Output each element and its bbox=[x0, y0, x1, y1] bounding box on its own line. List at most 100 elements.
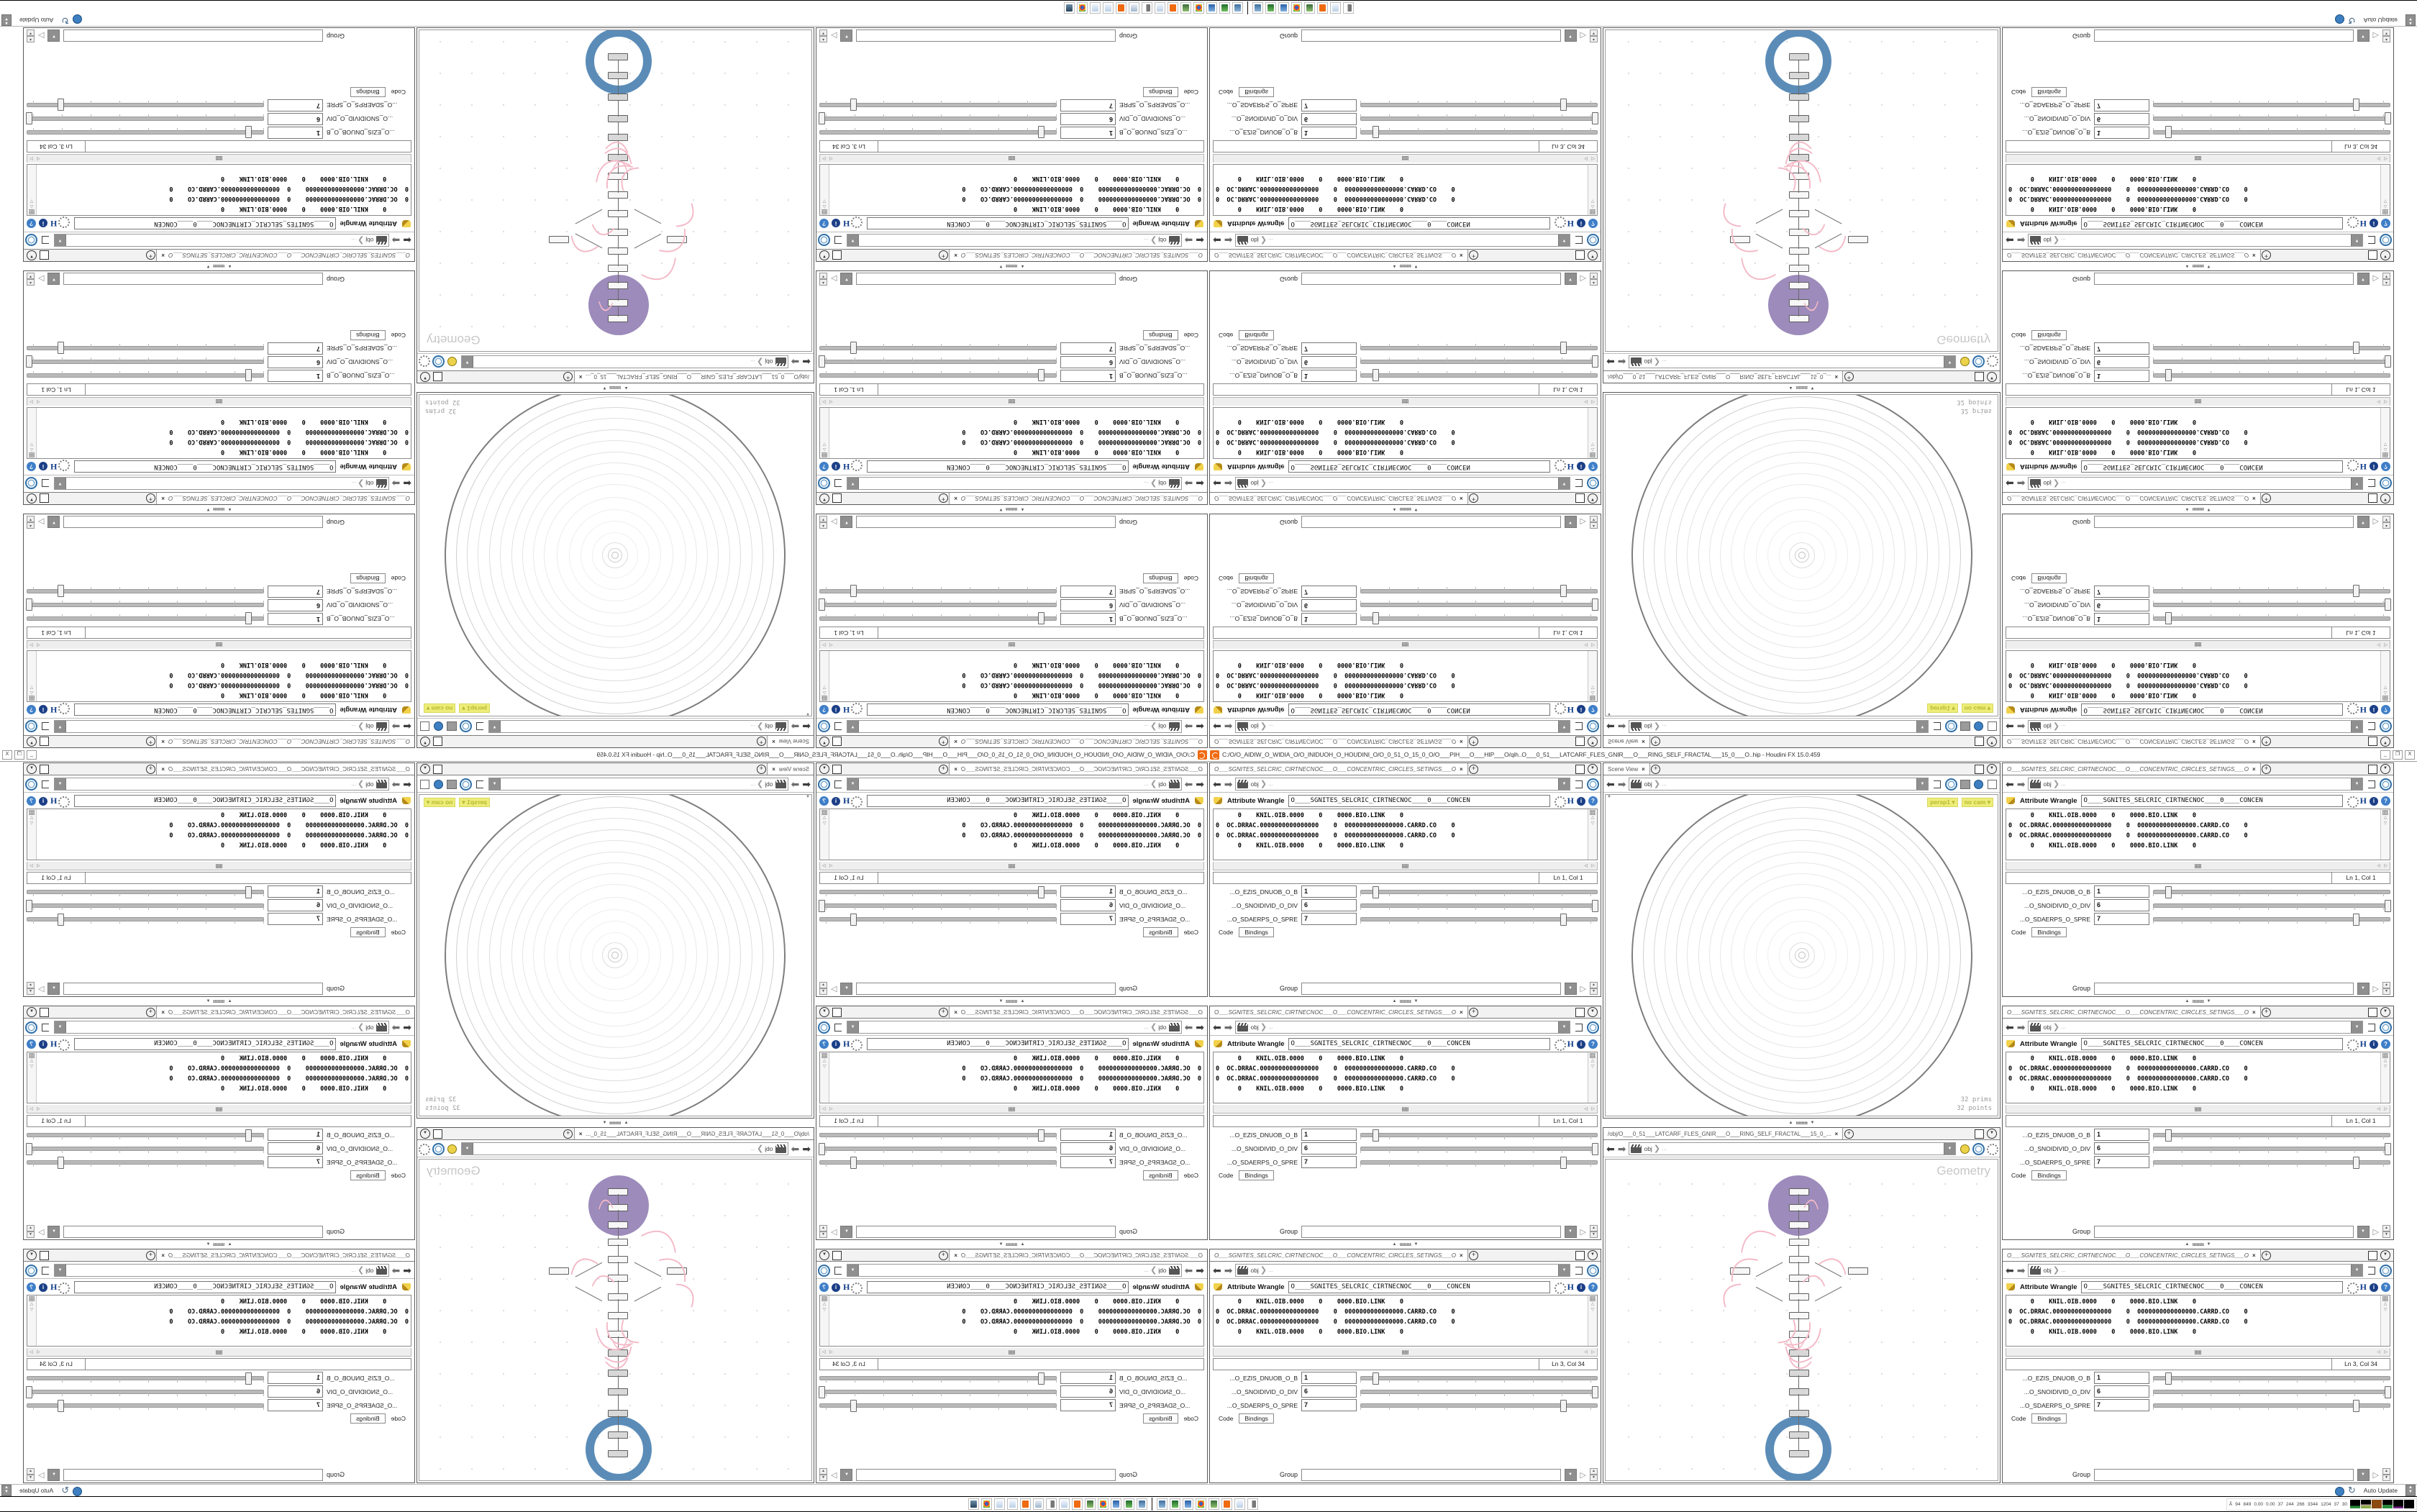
back-arrow-icon[interactable]: ⬅ bbox=[1196, 778, 1204, 790]
close-icon[interactable]: × bbox=[161, 1008, 165, 1016]
scroll-right-icon[interactable]: ▷ bbox=[1591, 1350, 1595, 1354]
info-icon[interactable]: i bbox=[2370, 705, 2378, 714]
notepad-icon[interactable] bbox=[1058, 1498, 1070, 1510]
network-node[interactable] bbox=[549, 236, 569, 243]
chevron-down-icon[interactable]: ▼ bbox=[47, 1225, 60, 1238]
maximize-pane-icon[interactable] bbox=[1975, 737, 1984, 747]
code-hscrollbar[interactable]: ◁ ▷ bbox=[27, 640, 411, 649]
cursor-pick-icon[interactable]: ▷ bbox=[831, 1227, 837, 1237]
code-editor[interactable]: 0 KNIL.OIB.0000 0 0000.BIO.LINK 0 0 OC.D… bbox=[2006, 650, 2390, 702]
parameter-value-input[interactable]: 7 bbox=[268, 1156, 323, 1168]
houdini-h-icon[interactable]: H bbox=[50, 1039, 58, 1049]
scroll-left-icon[interactable]: ◁ bbox=[829, 1107, 833, 1111]
code-hscrollbar[interactable]: ◁ ▷ bbox=[2006, 397, 2390, 406]
code-hscrollbar[interactable]: ◁ ▷ bbox=[2006, 640, 2390, 649]
path-input[interactable]: obj ❯... ▼ bbox=[54, 1020, 389, 1034]
group-input[interactable] bbox=[2094, 516, 2354, 529]
pin-icon[interactable] bbox=[833, 478, 844, 489]
gear-icon[interactable] bbox=[1554, 1282, 1566, 1294]
network-node[interactable] bbox=[608, 1450, 628, 1457]
help-icon[interactable]: ? bbox=[27, 462, 36, 471]
scroll-up-icon[interactable]: ▲ bbox=[2382, 1468, 2390, 1475]
add-tab-button[interactable]: + bbox=[145, 1249, 157, 1261]
code-editor[interactable]: 0 KNIL.OIB.0000 0 0000.BIO.LINK 0 0 OC.D… bbox=[2006, 407, 2390, 459]
info-icon[interactable]: i bbox=[2370, 462, 2378, 471]
maximize-pane-icon[interactable] bbox=[1575, 493, 1585, 504]
chevron-down-icon[interactable]: ▼ bbox=[1558, 478, 1570, 490]
chrome-icon[interactable] bbox=[1195, 1498, 1206, 1510]
splitter-up-icon[interactable]: ▲ bbox=[1020, 264, 1025, 268]
close-icon[interactable]: × bbox=[1459, 1008, 1463, 1016]
chevron-down-icon[interactable]: ▼ bbox=[840, 29, 853, 42]
splitter-up-icon[interactable]: ▲ bbox=[1392, 507, 1397, 511]
tab-code[interactable]: Code bbox=[391, 1415, 406, 1422]
pane-tab[interactable]: O___SGNITES_SELCRIC_CIRTNECNOC___O___CON… bbox=[1210, 250, 1468, 261]
scroll-up-icon[interactable]: △ bbox=[822, 816, 827, 820]
network-editor-canvas[interactable]: Geometry bbox=[1605, 1159, 1998, 1481]
add-tab-button[interactable]: + bbox=[2260, 493, 2272, 504]
param-slider[interactable] bbox=[819, 99, 1057, 111]
back-arrow-icon[interactable]: ⬅ bbox=[802, 1142, 811, 1155]
houdini-h-icon[interactable]: H bbox=[2359, 462, 2367, 472]
gear-icon[interactable] bbox=[2347, 460, 2359, 472]
parameter-value-input[interactable]: 1 bbox=[268, 127, 323, 139]
param-slider[interactable] bbox=[819, 369, 1057, 381]
code-scrollbar[interactable]: △ ▽ bbox=[27, 165, 37, 215]
network-node[interactable] bbox=[1730, 1267, 1750, 1275]
code-scrollbar[interactable]: △ ▽ bbox=[1588, 651, 1597, 701]
help-icon[interactable]: ? bbox=[1588, 219, 1598, 228]
param-slider[interactable] bbox=[818, 112, 1057, 124]
forward-arrow-icon[interactable]: ➡ bbox=[2016, 1021, 2026, 1033]
param-slider[interactable] bbox=[819, 1129, 1057, 1142]
bulb-icon[interactable] bbox=[1959, 1143, 1970, 1154]
scroll-left-icon[interactable]: ◁ bbox=[829, 399, 833, 404]
pin-icon[interactable] bbox=[40, 1265, 51, 1275]
scroll-up-icon[interactable]: △ bbox=[2383, 691, 2388, 695]
chevron-down-icon[interactable]: ▼ bbox=[55, 1021, 66, 1033]
slider-knob[interactable] bbox=[1592, 355, 1599, 368]
forward-arrow-icon[interactable]: ➡ bbox=[391, 1264, 401, 1276]
scroll-right-icon[interactable]: ▷ bbox=[29, 642, 33, 647]
network-editor-canvas[interactable]: Geometry bbox=[419, 1159, 812, 1481]
gear-icon[interactable] bbox=[419, 355, 431, 368]
render-view-icon[interactable] bbox=[73, 14, 83, 26]
parameter-value-input[interactable]: 7 bbox=[1301, 1399, 1357, 1411]
scroll-up-icon[interactable]: ▲ bbox=[27, 279, 35, 286]
scroll-down-icon[interactable]: ▽ bbox=[822, 442, 827, 446]
parameter-value-input[interactable]: 1 bbox=[1060, 885, 1116, 898]
parameter-value-input[interactable]: 6 bbox=[1060, 899, 1116, 911]
code-scrollbar[interactable]: △ ▽ bbox=[820, 809, 829, 860]
group-input[interactable] bbox=[2094, 273, 2354, 286]
splitter-up-icon[interactable]: ▲ bbox=[227, 999, 232, 1003]
pin-icon[interactable] bbox=[1573, 478, 1584, 489]
param-slider[interactable] bbox=[2153, 1400, 2390, 1412]
back-arrow-icon[interactable]: ⬅ bbox=[403, 1021, 411, 1033]
scroll-down-icon[interactable]: ▽ bbox=[2383, 685, 2388, 689]
cursor-pick-icon[interactable]: ▷ bbox=[2372, 1470, 2379, 1480]
add-tab-button[interactable]: + bbox=[145, 493, 157, 504]
add-tab-button[interactable]: + bbox=[2260, 763, 2272, 775]
chevron-down-icon[interactable]: ▼ bbox=[1944, 1142, 1955, 1155]
scroll-up-icon[interactable]: △ bbox=[29, 447, 34, 452]
scroll-right-icon[interactable]: ▷ bbox=[2384, 864, 2388, 868]
pin-icon[interactable] bbox=[833, 721, 844, 732]
display-geometry-icon[interactable] bbox=[447, 778, 458, 789]
chevron-down-icon[interactable]: ▼ bbox=[2351, 1264, 2362, 1276]
link-target-icon[interactable] bbox=[25, 778, 37, 791]
back-arrow-icon[interactable]: ⬅ bbox=[1196, 478, 1204, 490]
chevron-down-icon[interactable]: ▼ bbox=[847, 1021, 859, 1033]
scroll-down-icon[interactable]: ▽ bbox=[822, 821, 827, 826]
link-target-icon[interactable] bbox=[25, 1265, 37, 1277]
slider-knob[interactable] bbox=[1592, 598, 1599, 611]
gear-icon[interactable] bbox=[2347, 1282, 2359, 1294]
scroll-left-icon[interactable]: ◁ bbox=[2377, 1107, 2380, 1111]
scroll-down-icon[interactable]: ▼ bbox=[2382, 1475, 2390, 1481]
code-hscrollbar[interactable]: ◁ ▷ bbox=[1213, 1105, 1598, 1113]
houdini-h-icon[interactable]: H bbox=[2359, 1039, 2367, 1049]
parameter-value-input[interactable]: 7 bbox=[268, 1399, 323, 1411]
path-input[interactable]: obj ❯... ▼ bbox=[847, 720, 1182, 734]
updown-spinner-icon[interactable]: ▲ ▼ bbox=[1, 1485, 12, 1496]
help-icon[interactable]: ? bbox=[1588, 1039, 1598, 1049]
parameter-value-input[interactable]: 6 bbox=[1301, 356, 1357, 368]
slider-knob[interactable] bbox=[818, 1143, 825, 1155]
